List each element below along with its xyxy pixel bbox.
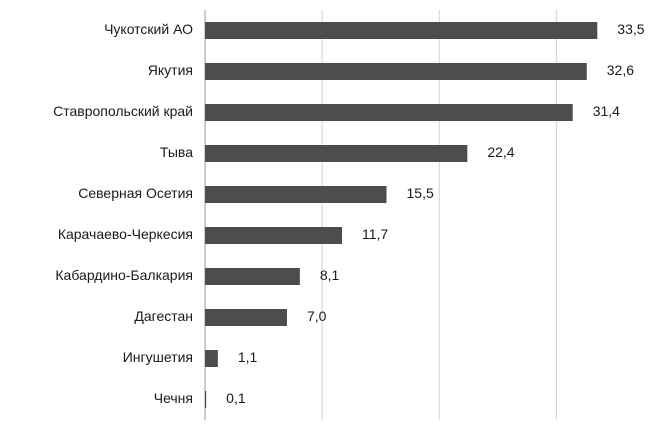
value-label: 0,1 [226,390,246,406]
bar [205,63,587,80]
y-tick-label: Кабардино-Балкария [55,267,193,283]
bar [205,350,218,367]
value-label: 15,5 [407,185,434,201]
y-tick-label: Чечня [154,390,193,406]
value-label: 1,1 [238,349,258,365]
y-tick-label: Карачаево-Черкесия [58,226,193,242]
value-label: 8,1 [320,267,340,283]
value-label: 31,4 [593,103,620,119]
bar [205,227,343,244]
bar [205,104,573,121]
y-tick-label: Ингушетия [123,349,193,365]
y-tick-label: Чукотский АО [104,21,193,37]
value-label: 7,0 [307,308,327,324]
y-tick-label: Тыва [160,144,193,160]
bar [205,268,300,285]
value-label: 22,4 [487,144,514,160]
y-tick-label: Северная Осетия [78,185,193,201]
value-label: 32,6 [607,62,634,78]
value-label: 33,5 [617,21,644,37]
bar [205,145,468,162]
bar [205,309,287,326]
bar [205,22,598,39]
bar [205,186,387,203]
y-tick-label: Якутия [148,62,193,78]
y-tick-label: Дагестан [134,308,193,324]
y-tick-label: Ставропольский край [53,103,193,119]
bar [205,391,207,408]
value-label: 11,7 [362,226,388,242]
